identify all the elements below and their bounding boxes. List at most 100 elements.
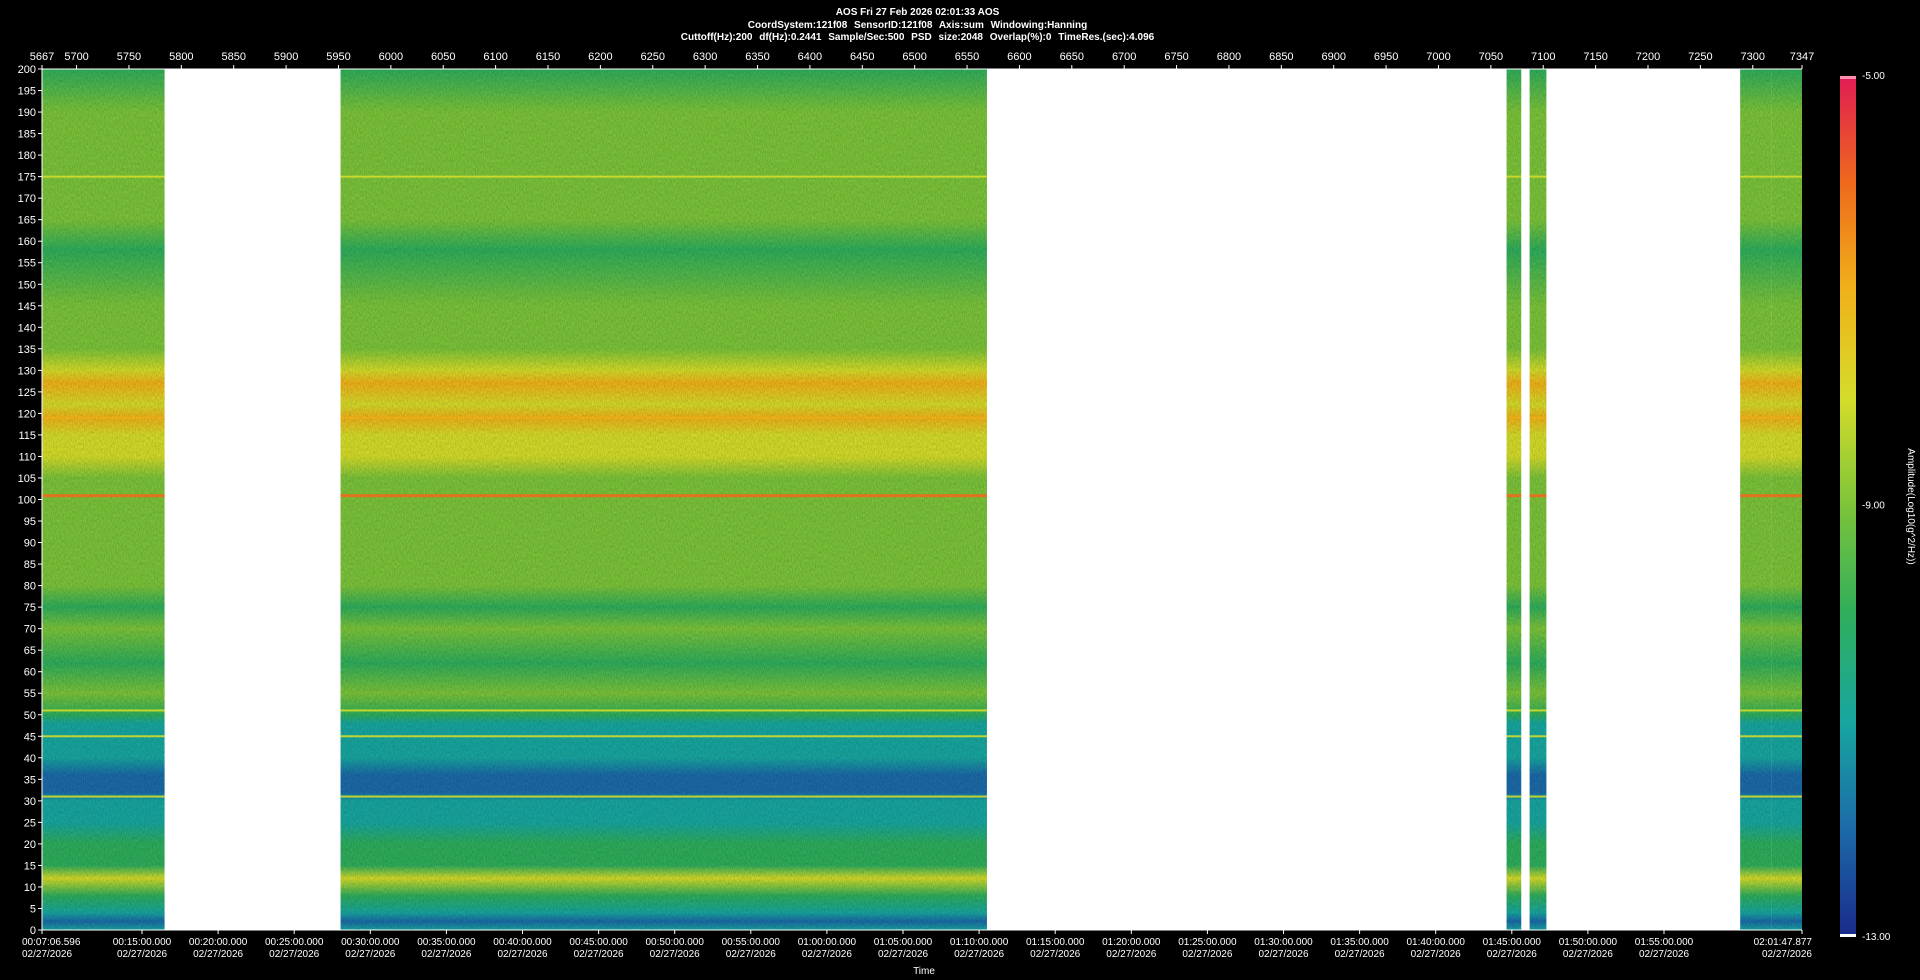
frequency-line: [42, 175, 165, 178]
frequency-line: [42, 709, 165, 712]
x-tick-label: 00:20:00.000: [189, 937, 248, 948]
spectrogram-segments: [42, 69, 1802, 930]
frequency-line: [1506, 416, 1522, 419]
x-tick-date: 02/27/2026: [1411, 949, 1461, 960]
frequency-line: [1529, 416, 1547, 419]
x-tick-date: 02/27/2026: [193, 949, 243, 960]
y-tick-label: 145: [18, 301, 36, 313]
x-tick-date: 02/27/2026: [1030, 949, 1080, 960]
y-tick-label: 125: [18, 387, 36, 399]
y-tick-label: 10: [24, 882, 36, 894]
x-tick-date: 02/27/2026: [1258, 949, 1308, 960]
frequency-line: [1529, 709, 1547, 712]
data-segment: [1506, 69, 1522, 930]
y-tick-label: 65: [24, 645, 36, 657]
y-tick-label: 50: [24, 710, 36, 722]
frequency-line: [42, 416, 165, 419]
top-tick-label: 6500: [902, 51, 926, 63]
top-tick-label: 7300: [1741, 51, 1765, 63]
x-tick-date: 02/27/2026: [878, 949, 928, 960]
frequency-line: [1529, 735, 1547, 738]
y-tick-label: 150: [18, 279, 36, 291]
top-axis: 5667 5700 5750 5800 5850 5900 5950 6000 6050 6100…: [30, 51, 1814, 70]
frequency-line: [340, 416, 987, 419]
y-tick-label: 80: [24, 581, 36, 593]
y-tick-label: 45: [24, 731, 36, 743]
y-tick-label: 5: [30, 903, 36, 915]
colorbar-tick-label: -9.00: [1862, 501, 1885, 512]
x-tick-date: 02/27/2026: [117, 949, 167, 960]
frequency-line: [1506, 735, 1522, 738]
y-tick-label: 185: [18, 129, 36, 141]
x-axis: 00:07:06.59602/27/202600:15:00.00002/27/…: [22, 929, 1812, 960]
chart-subtitle-coord: CoordSystem:121f08 SensorID:121f08 Axis:…: [747, 20, 1088, 31]
top-tick-label: 5950: [326, 51, 350, 63]
x-tick-label: 01:40:00.000: [1407, 937, 1466, 948]
top-tick-label: 6150: [536, 51, 560, 63]
y-tick-label: 85: [24, 559, 36, 571]
chart-subtitle-params: Cuttoff(Hz):200 df(Hz):0.2441 Sample/Sec…: [680, 32, 1155, 43]
frequency-line: [1529, 175, 1547, 178]
x-tick-label: 01:05:00.000: [874, 937, 933, 948]
y-tick-label: 160: [18, 236, 36, 248]
y-tick-label: 90: [24, 538, 36, 550]
frequency-line: [1529, 494, 1547, 498]
top-tick-label: 5800: [169, 51, 193, 63]
y-tick-label: 130: [18, 365, 36, 377]
x-tick-label: 01:45:00.000: [1483, 937, 1542, 948]
frequency-line: [1771, 494, 1802, 498]
x-tick-label: 01:15:00.000: [1026, 937, 1085, 948]
x-tick-label: 00:40:00.000: [493, 937, 552, 948]
y-tick-label: 25: [24, 817, 36, 829]
frequency-line: [1771, 735, 1802, 738]
top-tick-label: 6300: [693, 51, 717, 63]
y-tick-label: 55: [24, 688, 36, 700]
y-tick-label: 35: [24, 774, 36, 786]
x-tick-date: 02/27/2026: [1639, 949, 1689, 960]
y-tick-label: 180: [18, 150, 36, 162]
x-tick-label: 01:25:00.000: [1178, 937, 1237, 948]
data-segment: [340, 69, 987, 930]
data-segment: [1771, 69, 1802, 930]
top-tick-label: 5700: [64, 51, 88, 63]
x-tick-date: 02/27/2026: [1487, 949, 1537, 960]
y-tick-label: 155: [18, 258, 36, 270]
frequency-line: [340, 709, 987, 712]
top-tick-label: 7150: [1583, 51, 1607, 63]
data-segment: [1740, 69, 1772, 930]
top-tick-label: 6050: [431, 51, 455, 63]
x-tick-date: 02/27/2026: [650, 949, 700, 960]
top-tick-label: 6450: [850, 51, 874, 63]
top-tick-label: 6700: [1112, 51, 1136, 63]
x-tick-date: 02/27/2026: [421, 949, 471, 960]
x-tick-label: 00:07:06.596: [22, 937, 81, 948]
x-tick-date: 02/27/2026: [802, 949, 852, 960]
frequency-line: [42, 735, 165, 738]
frequency-lines: [42, 175, 1802, 798]
x-tick-date: 02/27/2026: [1106, 949, 1156, 960]
x-tick-date: 02/27/2026: [269, 949, 319, 960]
y-tick-label: 20: [24, 839, 36, 851]
top-tick-label: 6250: [641, 51, 665, 63]
x-tick-date: 02/27/2026: [1563, 949, 1613, 960]
y-tick-label: 140: [18, 322, 36, 334]
x-tick-label: 00:15:00.000: [113, 937, 172, 948]
frequency-line: [1740, 709, 1772, 712]
frequency-line: [1506, 795, 1522, 798]
data-segment: [42, 69, 165, 930]
y-tick-label: 95: [24, 516, 36, 528]
colorbar-label: Amplitude(Log10(g^2/Hz)): [1905, 448, 1916, 564]
x-tick-label: 01:50:00.000: [1559, 937, 1618, 948]
y-tick-label: 190: [18, 107, 36, 119]
y-tick-label: 120: [18, 408, 36, 420]
colorbar-tick-label: -13.00: [1862, 932, 1891, 943]
y-tick-label: 100: [18, 495, 36, 507]
x-tick-date: 02/27/2026: [1182, 949, 1232, 960]
top-tick-label: 6950: [1374, 51, 1398, 63]
x-tick-label: 00:25:00.000: [265, 937, 324, 948]
x-tick-label: 01:30:00.000: [1254, 937, 1313, 948]
top-tick-label: 5900: [274, 51, 298, 63]
frequency-line: [1740, 735, 1772, 738]
x-tick-date: 02/27/2026: [726, 949, 776, 960]
y-tick-label: 110: [18, 451, 36, 463]
